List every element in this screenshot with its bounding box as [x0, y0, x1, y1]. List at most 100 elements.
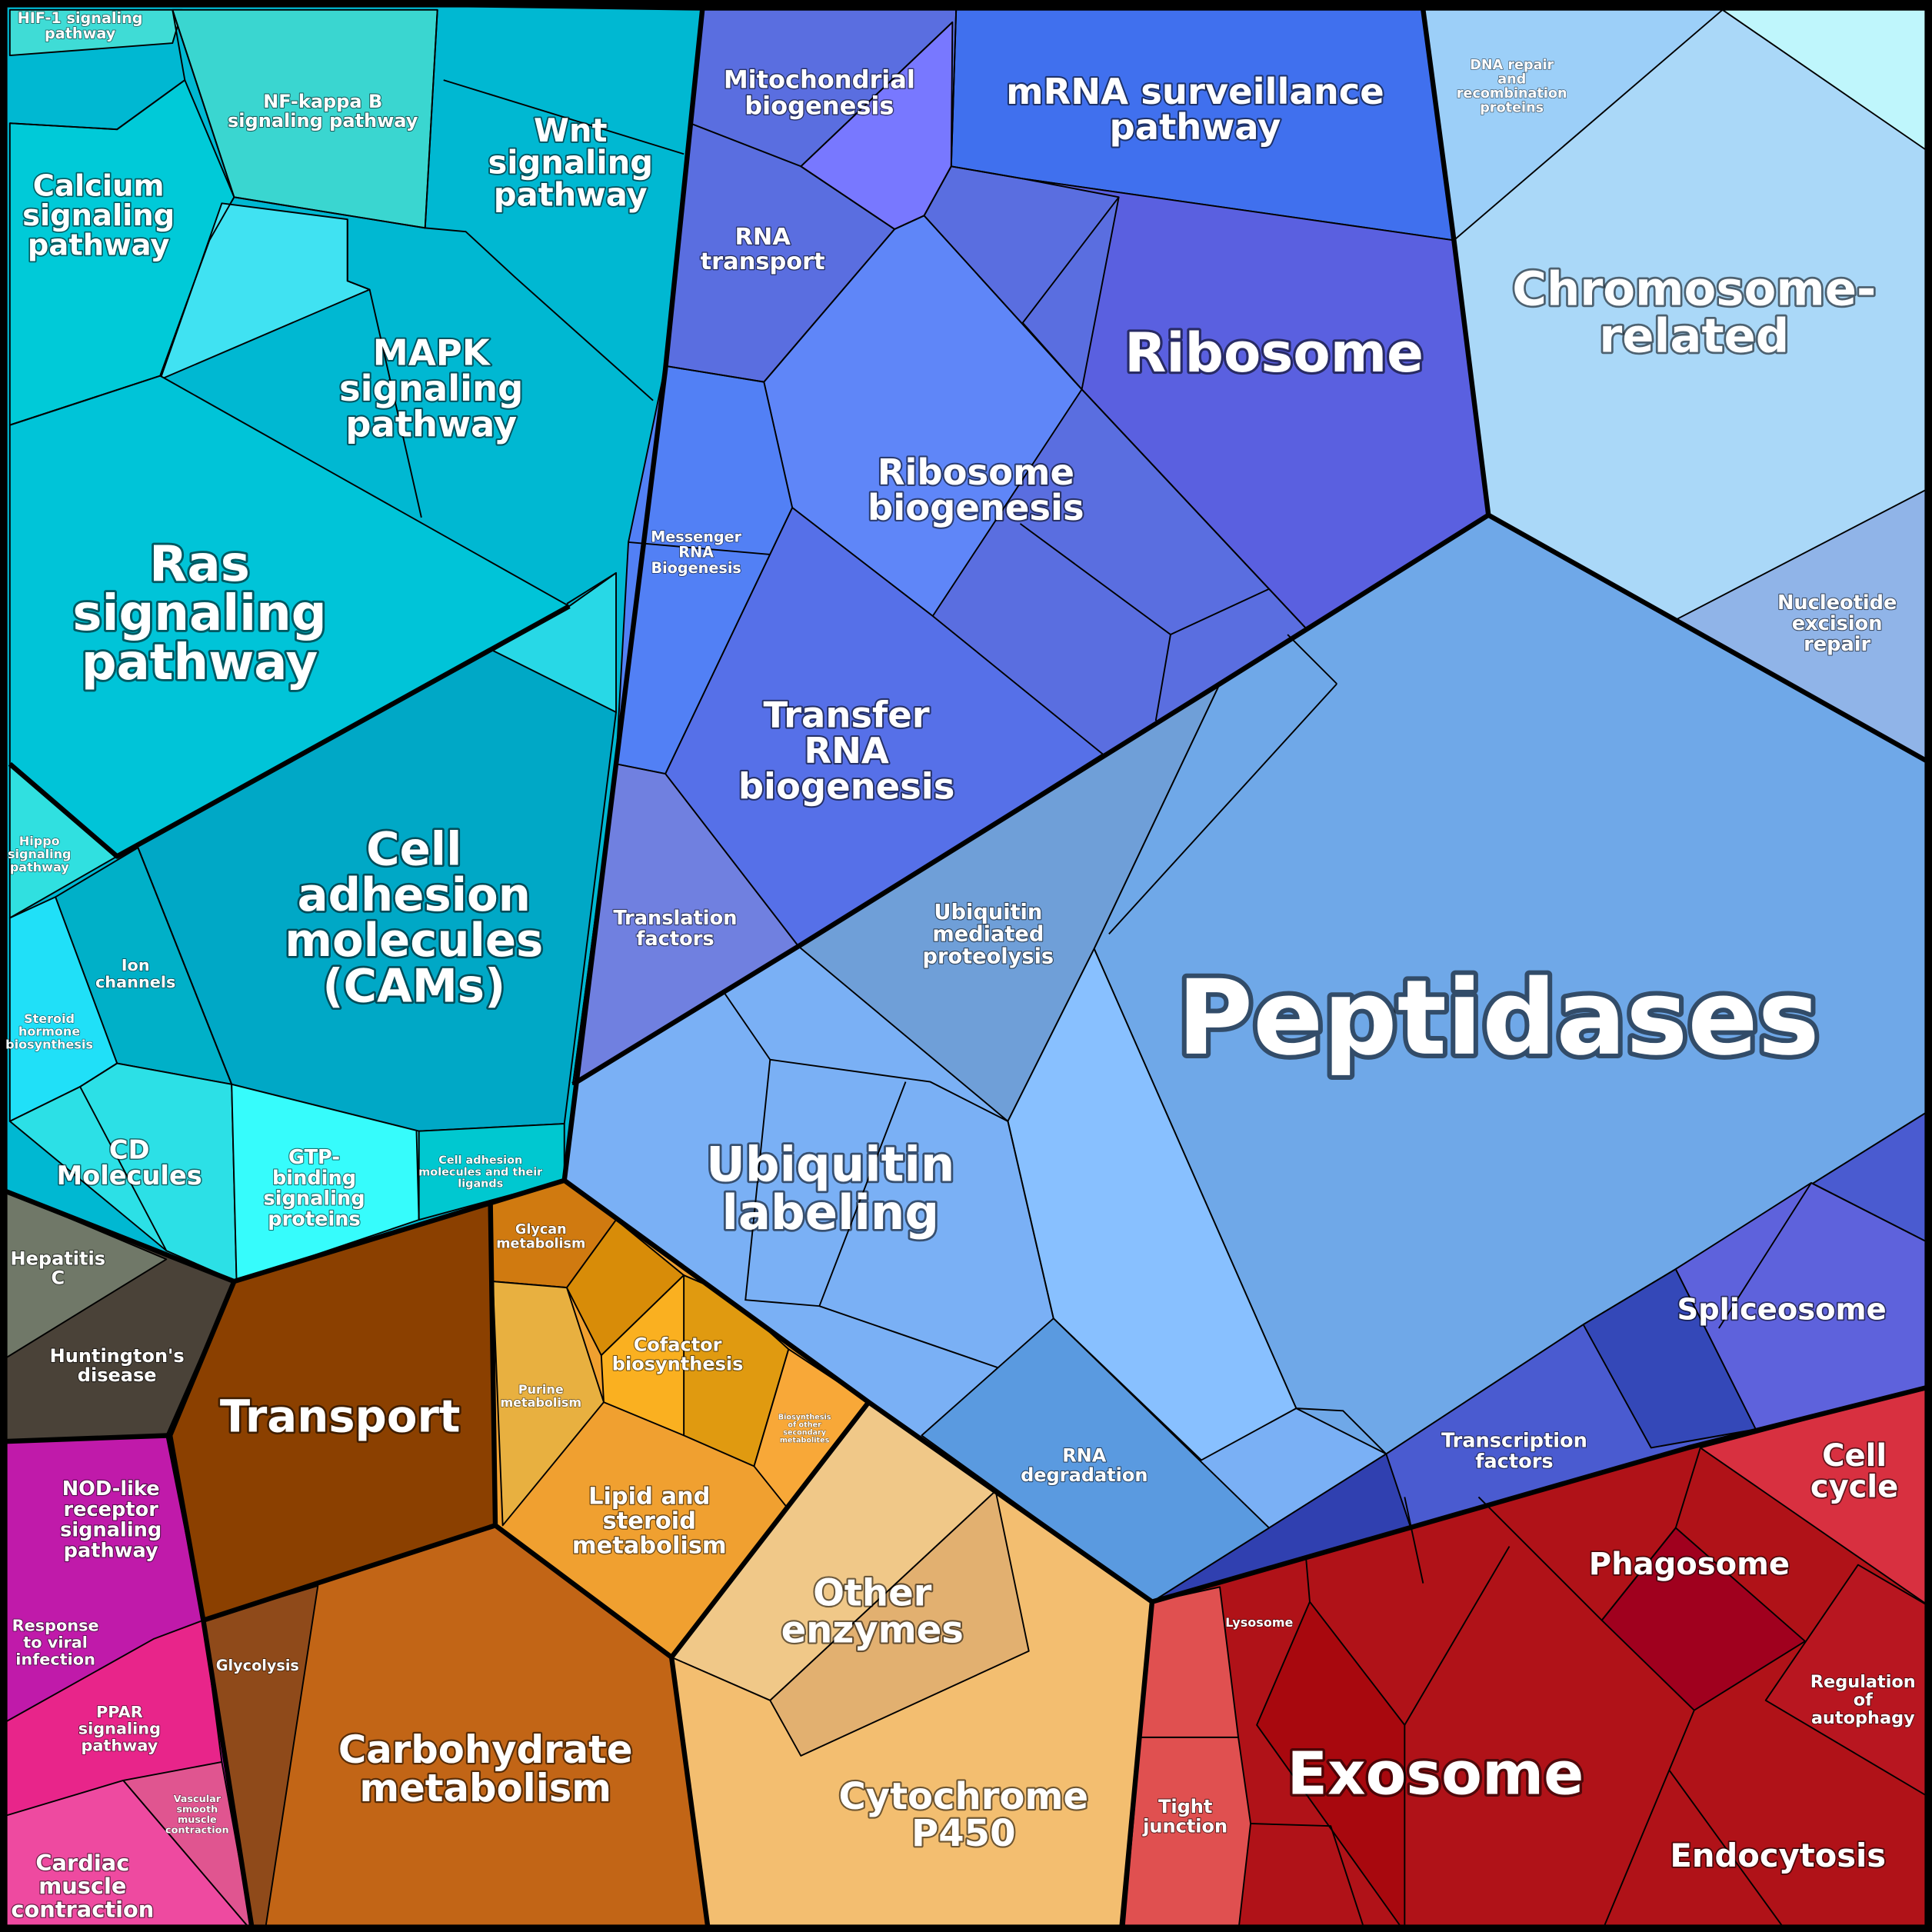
- label-line: Lipid and: [588, 1483, 710, 1510]
- label-line: Transport: [220, 1390, 461, 1442]
- cell: [1674, 1181, 1932, 1431]
- cell-label: Ras signaling pathway: [72, 536, 326, 691]
- cell-label: Spliceosome: [1677, 1292, 1886, 1327]
- label-line: Spliceosome: [1677, 1292, 1886, 1327]
- label-line: CD: [109, 1134, 150, 1164]
- cell-label: MAPK signaling pathway: [339, 331, 523, 445]
- cell-label: Nucleotide excision repair: [1777, 591, 1897, 656]
- cell-label: DNA repair and recombination proteins: [1457, 58, 1567, 116]
- label-line: Cell: [1822, 1438, 1887, 1474]
- cell-label: HIF-1 signaling pathway: [18, 9, 143, 42]
- label-line: RNA: [678, 543, 714, 561]
- cell-label: Other enzymes: [781, 1572, 964, 1652]
- label-line: to viral: [23, 1634, 88, 1652]
- label-line: junction: [1142, 1815, 1227, 1837]
- cell-label: CD Molecules: [57, 1134, 202, 1191]
- cell-label: RNA transport: [701, 224, 825, 275]
- label-line: transport: [701, 248, 825, 275]
- cell-label: Mitochondrial biogenesis: [724, 65, 915, 121]
- label-line: C: [51, 1267, 65, 1289]
- label-line: muscle: [38, 1873, 126, 1899]
- cell-label: Hippo signaling pathway: [8, 834, 72, 874]
- cell-border: [628, 9, 1932, 1455]
- label-line: molecules and their: [418, 1166, 543, 1178]
- label-line: factors: [1475, 1450, 1553, 1473]
- cell-label: PPAR signaling pathway: [78, 1703, 161, 1755]
- cell-label: Transport: [220, 1390, 461, 1442]
- cell: [1721, 8, 1932, 155]
- cell-label: Vascular smooth muscle contraction: [165, 1793, 229, 1835]
- cell-label: Endocytosis: [1670, 1837, 1886, 1874]
- label-line: of other: [788, 1421, 821, 1429]
- label-line: hormone: [18, 1024, 80, 1038]
- cell-label: Cardiac muscle contraction: [11, 1850, 154, 1923]
- label-line: Cardiac: [35, 1850, 129, 1876]
- label-line: Ubiquitin: [706, 1137, 954, 1193]
- label-line: receptor: [63, 1498, 158, 1521]
- label-line: HIF-1 signaling: [18, 9, 143, 27]
- cell-label: Ribosome: [1124, 321, 1424, 385]
- label-line: pathway: [45, 25, 116, 42]
- label-line: Glycolysis: [216, 1656, 299, 1674]
- label-line: signaling: [78, 1720, 161, 1738]
- label-line: channels: [95, 973, 175, 991]
- label-line: NF-kappa B: [263, 91, 382, 112]
- label-line: signaling: [60, 1519, 162, 1542]
- label-line: cycle: [1810, 1469, 1898, 1504]
- label-line: pathway: [494, 175, 648, 213]
- label-line: P450: [911, 1812, 1016, 1855]
- label-line: signaling: [263, 1188, 365, 1211]
- label-line: steroid: [603, 1507, 696, 1534]
- cell: [1256, 1601, 1406, 1932]
- cell-label: Lipid and steroid metabolism: [572, 1483, 727, 1559]
- label-line: Other: [813, 1572, 932, 1615]
- label-line: Molecules: [57, 1160, 202, 1190]
- cell-label: Huntington's disease: [50, 1345, 185, 1386]
- cell-label: Ion channels: [95, 956, 175, 991]
- label-line: Steroid: [24, 1011, 75, 1025]
- label-line: related: [1599, 308, 1789, 363]
- cell-label: Transfer RNA biogenesis: [738, 694, 955, 807]
- cell-label: Hepatitis C: [11, 1247, 106, 1288]
- cell: [0, 1779, 254, 1932]
- label-line: Cytochrome: [838, 1775, 1088, 1818]
- cell: [8, 8, 184, 57]
- label-line: excision: [1792, 612, 1883, 635]
- label-line: Vascular: [174, 1793, 222, 1804]
- label-line: Biosynthesis: [778, 1413, 831, 1421]
- label-line: signaling: [339, 367, 523, 408]
- label-line: Hippo: [19, 834, 60, 848]
- label-line: Ras: [149, 536, 250, 593]
- label-line: biogenesis: [868, 487, 1084, 528]
- label-line: metabolism: [496, 1236, 585, 1251]
- cell-label: Calcium signaling pathway: [22, 168, 175, 262]
- cell-label: Purine metabolism: [500, 1382, 581, 1410]
- cell-label: Tight junction: [1142, 1796, 1227, 1837]
- label-line: contraction: [165, 1824, 229, 1836]
- cell-label: Cell adhesion molecules and their ligands: [418, 1154, 543, 1190]
- label-line: Transcription: [1441, 1429, 1587, 1452]
- label-line: mediated: [932, 922, 1044, 946]
- label-line: PPAR: [96, 1703, 143, 1721]
- cell-label: Response to viral infection: [12, 1617, 99, 1669]
- label-line: recombination: [1457, 86, 1567, 102]
- label-line: Regulation: [1810, 1671, 1916, 1691]
- label-line: smooth: [176, 1804, 218, 1815]
- cell: [1764, 1564, 1932, 1800]
- label-line: signaling: [72, 585, 326, 642]
- region-border: [0, 9, 1932, 1932]
- label-line: proteolysis: [923, 944, 1054, 968]
- label-line: proteins: [1480, 100, 1544, 115]
- label-line: Endocytosis: [1670, 1837, 1886, 1874]
- cell-label: Phagosome: [1589, 1547, 1790, 1582]
- label-line: degradation: [1021, 1464, 1148, 1486]
- cell-label: Glycan metabolism: [496, 1222, 585, 1252]
- label-line: Transfer: [764, 694, 930, 735]
- label-line: Messenger: [651, 528, 742, 545]
- label-line: RNA: [1062, 1445, 1107, 1467]
- label-line: Huntington's: [50, 1345, 185, 1367]
- label-line: Chromosome-: [1512, 261, 1876, 316]
